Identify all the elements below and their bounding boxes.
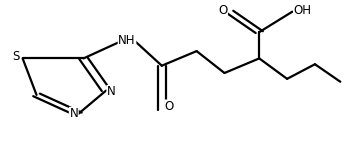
Text: N: N xyxy=(107,85,116,99)
Text: OH: OH xyxy=(294,4,312,17)
Text: S: S xyxy=(13,50,20,64)
Text: N: N xyxy=(69,107,78,120)
Text: NH: NH xyxy=(118,34,136,47)
Text: O: O xyxy=(165,100,174,113)
Text: O: O xyxy=(218,4,227,17)
